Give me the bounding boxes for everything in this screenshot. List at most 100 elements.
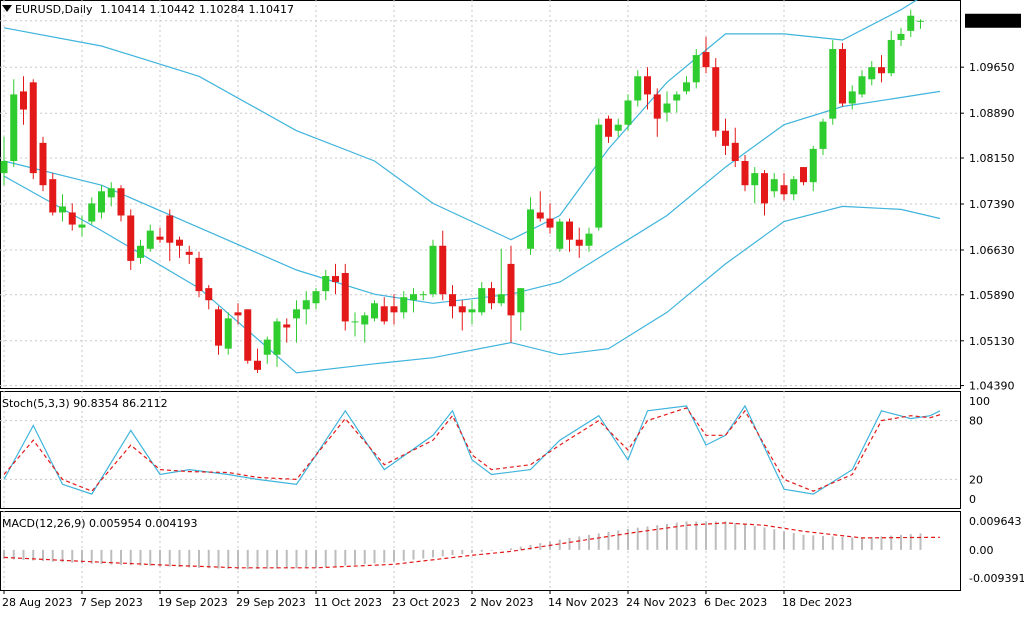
candle-body — [371, 303, 378, 319]
macd-level-label: 0.00 — [969, 544, 994, 557]
candle-body — [166, 215, 174, 243]
candle-body — [575, 239, 583, 246]
date-tick-label: 19 Sep 2023 — [158, 596, 228, 609]
candle-body — [917, 20, 924, 22]
candle-body — [692, 55, 700, 83]
candle-body — [254, 360, 261, 370]
candle-body — [517, 288, 525, 313]
stoch-signal-line — [3, 407, 941, 492]
price-tick-label: 1.06630 — [969, 244, 1015, 257]
candle-body — [673, 94, 681, 101]
candle-body — [829, 49, 837, 119]
stoch-level-label: 0 — [969, 493, 976, 506]
candle-body — [624, 100, 632, 125]
candle-body — [341, 272, 349, 322]
candle-body — [790, 179, 798, 195]
candle-body — [722, 130, 729, 146]
candle-body — [283, 324, 291, 328]
low-value: 1.10284 — [198, 3, 245, 16]
candle-body — [449, 294, 456, 307]
candle-body — [488, 288, 495, 304]
macd-level-label: -0.009391 — [969, 572, 1024, 585]
candle-body — [761, 173, 768, 204]
candle-body — [858, 76, 866, 95]
candle-body — [536, 212, 544, 219]
open-value: 1.10414 — [99, 3, 146, 16]
candle-body — [88, 203, 96, 222]
price-tick-label: 1.08890 — [969, 107, 1015, 120]
stoch-main-line — [3, 404, 941, 495]
candle-body — [322, 276, 330, 292]
price-tick-label: 1.09650 — [969, 61, 1015, 74]
candle-body — [29, 82, 37, 174]
date-tick-label: 14 Nov 2023 — [548, 596, 618, 609]
candle-body — [59, 206, 66, 213]
date-tick-label: 7 Sep 2023 — [80, 596, 143, 609]
panel-frame — [0, 0, 961, 389]
candles — [0, 9, 924, 373]
date-tick-label: 18 Dec 2023 — [782, 596, 852, 609]
candle-body — [400, 297, 408, 313]
panel-frame — [0, 511, 961, 591]
candle-body — [351, 321, 359, 323]
macd-histogram — [3, 521, 922, 570]
candle-body — [556, 221, 564, 249]
symbol-label: EURUSD,Daily — [15, 3, 93, 16]
stoch-label: Stoch(5,3,3) — [2, 397, 70, 410]
macd-signal-value: 0.004193 — [145, 517, 198, 530]
date-tick-label: 11 Oct 2023 — [314, 596, 382, 609]
candle-body — [273, 321, 281, 355]
price-tick-label: 1.05890 — [969, 289, 1015, 302]
candle-body — [263, 339, 271, 355]
candle-body — [897, 33, 905, 40]
candle-body — [809, 148, 817, 183]
candle-body — [634, 76, 642, 101]
candle-body — [878, 67, 885, 74]
candle-body — [98, 191, 105, 213]
candle-body — [68, 212, 76, 225]
current-price-box — [965, 13, 1021, 28]
date-tick-label: 23 Oct 2023 — [392, 596, 460, 609]
stoch-header: Stoch(5,3,3) 90.8354 86.2112 — [2, 397, 168, 410]
candle-body — [439, 245, 447, 295]
candle-body — [137, 245, 144, 258]
candle-body — [234, 312, 242, 316]
macd-main-value: 0.005954 — [89, 517, 142, 530]
candle-body — [566, 221, 573, 240]
price-tick-label: 1.05130 — [969, 335, 1015, 348]
candle-body — [605, 118, 612, 137]
chart-header: EURUSD,Daily 1.10414 1.10442 1.10284 1.1041… — [2, 3, 294, 16]
candle-body — [205, 288, 213, 301]
candle-body — [712, 67, 720, 131]
candle-body — [478, 288, 486, 313]
candle-body — [419, 294, 427, 296]
price-tick-label: 1.07390 — [969, 198, 1015, 211]
candle-body — [887, 39, 895, 74]
candle-body — [751, 173, 759, 186]
candle-body — [907, 15, 915, 31]
candle-body — [127, 215, 135, 261]
stoch-main-value: 90.8354 — [73, 397, 119, 410]
stoch-level-label: 20 — [969, 473, 983, 486]
candle-body — [380, 306, 388, 322]
current-price-label: 1.10417 — [969, 15, 1015, 28]
candle-body — [644, 76, 651, 95]
date-tick-label: 6 Dec 2023 — [704, 596, 767, 609]
candle-body — [332, 276, 339, 283]
candle-body — [0, 161, 8, 174]
grid — [0, 0, 960, 590]
candle-body — [595, 124, 603, 228]
candle-body — [527, 209, 534, 249]
candle-body — [741, 161, 749, 186]
candle-body — [224, 318, 232, 349]
candle-body — [78, 224, 86, 228]
dropdown-triangle-icon[interactable] — [2, 5, 12, 12]
candle-body — [458, 306, 466, 313]
date-tick-label: 24 Nov 2023 — [626, 596, 696, 609]
bollinger-upper-band — [3, 0, 918, 241]
bollinger-middle-band — [3, 90, 941, 304]
candle-body — [839, 49, 846, 104]
candle-body — [702, 52, 710, 68]
candle-body — [293, 309, 300, 319]
macd-label: MACD(12,26,9) — [2, 517, 86, 530]
